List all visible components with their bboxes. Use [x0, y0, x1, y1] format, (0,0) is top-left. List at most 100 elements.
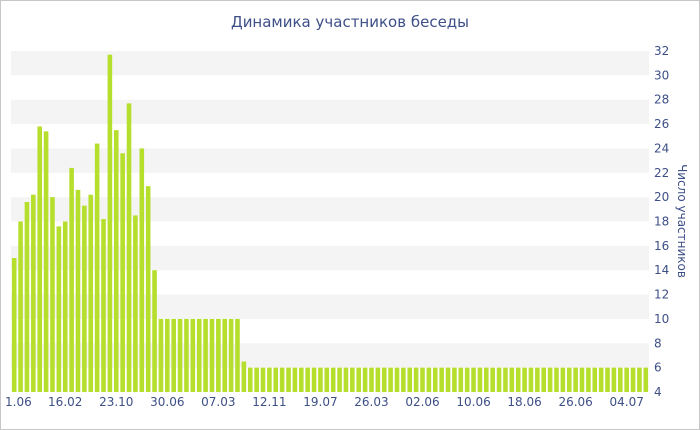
bar — [394, 367, 400, 392]
y-tick-label: 4 — [654, 385, 662, 399]
grid-bands — [11, 51, 649, 368]
bar — [630, 367, 636, 392]
x-tick-label: 30.06 — [150, 395, 184, 409]
y-tick-label: 18 — [654, 215, 669, 229]
bar — [439, 367, 444, 392]
bar — [605, 367, 610, 392]
bar — [254, 367, 259, 392]
bar — [337, 367, 342, 392]
bar — [311, 367, 317, 392]
bar — [554, 367, 559, 392]
chart-title: Динамика участников беседы — [230, 13, 470, 31]
y-tick-label: 8 — [654, 336, 662, 350]
bar — [222, 318, 228, 392]
y-tick-label: 24 — [654, 141, 669, 155]
bar — [209, 318, 215, 392]
bar — [43, 131, 49, 392]
grid-band — [11, 51, 649, 76]
bar — [407, 367, 413, 392]
x-tick-label: 16.02 — [48, 395, 82, 409]
x-tick-label: 02.06 — [405, 395, 439, 409]
y-tick-label: 32 — [654, 44, 669, 58]
bar — [139, 148, 145, 392]
bar — [362, 367, 368, 392]
grid-band — [11, 148, 649, 173]
bar — [509, 367, 515, 392]
bar — [133, 215, 138, 392]
bar — [120, 153, 125, 392]
bar — [75, 189, 81, 392]
x-tick-label: 07.03 — [201, 395, 235, 409]
bar — [273, 367, 279, 392]
y-tick-label: 10 — [654, 312, 669, 326]
x-tick-label: 1.06 — [5, 395, 32, 409]
bar — [298, 367, 304, 392]
bar — [56, 226, 62, 392]
bar — [471, 367, 476, 392]
bar — [203, 318, 208, 392]
bar — [617, 367, 623, 392]
bar — [535, 367, 540, 392]
bar — [177, 318, 183, 392]
bar — [375, 367, 381, 392]
y-tick-label: 16 — [654, 239, 669, 253]
grid-band — [11, 99, 649, 125]
bar — [152, 270, 157, 392]
bar — [637, 367, 642, 392]
bar — [126, 103, 132, 393]
bar — [158, 318, 164, 392]
bar — [611, 367, 617, 392]
bar — [496, 367, 502, 392]
bar — [94, 143, 100, 392]
grid-band — [11, 343, 649, 368]
y-tick-label: 30 — [654, 68, 669, 82]
bar — [464, 367, 470, 392]
bar — [420, 367, 425, 392]
bar — [560, 367, 566, 392]
bar — [260, 367, 266, 392]
bar — [31, 194, 36, 392]
bar — [165, 318, 170, 392]
y-tick-label: 20 — [654, 190, 669, 204]
bar — [356, 367, 361, 392]
bar — [107, 54, 113, 393]
bar — [37, 126, 42, 392]
bar — [401, 367, 406, 392]
bar — [522, 367, 527, 392]
bar — [305, 367, 310, 392]
bar — [592, 367, 598, 392]
y-tick-label: 6 — [654, 361, 662, 375]
grid-band — [11, 294, 649, 319]
bar — [388, 367, 393, 392]
bar — [432, 367, 438, 392]
x-tick-label: 26.03 — [354, 395, 388, 409]
bar — [190, 318, 196, 392]
bar — [11, 258, 17, 392]
x-tick-label: 26.06 — [558, 395, 592, 409]
x-axis-ticks: 1.06 16.02 23.10 30.06 07.03 12.11 19.07 26.03 0… — [5, 395, 644, 409]
bar — [279, 367, 285, 392]
bar — [586, 367, 591, 392]
x-tick-label: 04.07 — [609, 395, 643, 409]
bar — [413, 367, 419, 392]
y-axis-label: Число участников — [675, 164, 689, 278]
grid-band — [11, 197, 649, 222]
bar — [330, 367, 336, 392]
bar — [241, 361, 247, 392]
bar — [171, 318, 176, 392]
bar — [113, 130, 119, 392]
bar — [228, 318, 234, 392]
bar — [547, 367, 553, 392]
bar — [528, 367, 534, 392]
bar — [50, 197, 55, 392]
y-axis-ticks: 4 6 8 10 12 14 16 18 20 22 24 26 28 30 32 — [654, 44, 669, 399]
bar — [18, 221, 23, 392]
bar — [490, 367, 495, 392]
bar — [381, 367, 387, 392]
bar — [458, 367, 464, 392]
bar — [515, 367, 521, 392]
bar — [350, 367, 355, 392]
bar — [624, 367, 629, 392]
bar — [235, 318, 240, 392]
